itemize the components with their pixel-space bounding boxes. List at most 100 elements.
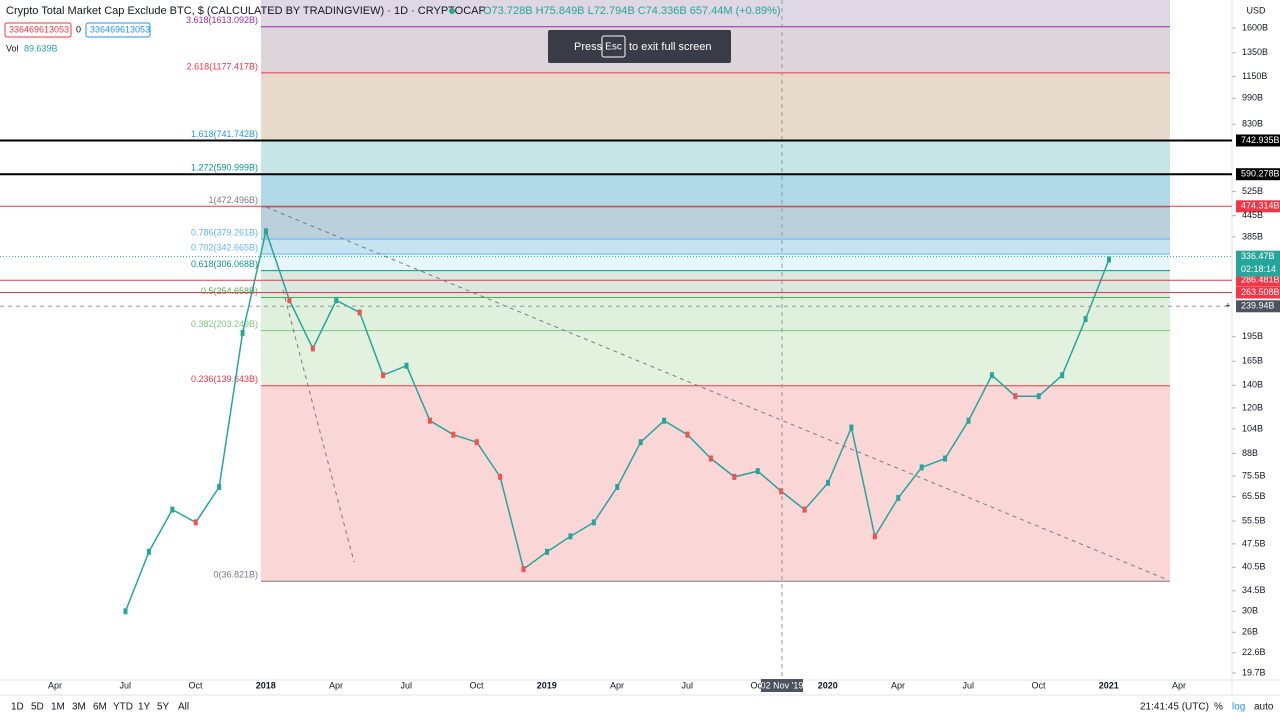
candle — [1083, 316, 1088, 323]
y-tick-label: 19.7B — [1242, 667, 1266, 677]
input-value: 336469613053 — [9, 24, 69, 34]
y-tick-label: 30B — [1242, 606, 1258, 616]
crosshair-plus: + — [1225, 301, 1230, 311]
price-tag-label: 590.278B — [1241, 169, 1280, 179]
ohlc: O73.728B H75.849B L72.794B C74.336B 657.… — [483, 5, 781, 17]
candle — [264, 228, 268, 235]
clock: 21:41:45 (UTC) — [1140, 702, 1209, 713]
fib-zone — [261, 330, 1170, 386]
y-tick-label: 990B — [1242, 93, 1263, 103]
price-tag — [1236, 300, 1280, 313]
fib-label: 3.618(1613.092B) — [186, 15, 258, 25]
x-tick-label: Apr — [891, 680, 905, 690]
fib-zone — [261, 0, 1170, 27]
y-tick-label: 1350B — [1242, 47, 1268, 57]
candle — [872, 533, 877, 540]
x-tick-label: Oct — [1031, 680, 1046, 690]
fib-label: 1.618(741.742B) — [191, 129, 258, 139]
price-tag-label: 336.47B — [1241, 251, 1275, 261]
y-tick-label: 88B — [1242, 448, 1258, 458]
fib-label: 0.236(139.643B) — [191, 374, 258, 384]
candle — [708, 455, 713, 462]
x-tick-label: Jul — [400, 680, 412, 690]
log-toggle[interactable]: log — [1232, 702, 1245, 713]
candle — [521, 566, 526, 573]
countdown: 02:18:14 — [1241, 264, 1276, 274]
y-tick-label: 65.5B — [1242, 491, 1266, 501]
candle — [638, 439, 643, 446]
candle — [193, 519, 198, 526]
x-tick-label: Apr — [1172, 680, 1186, 690]
fib-zone — [261, 174, 1170, 207]
toolbar: 1D 5D 1M 3M 6M YTD 1Y 5Y All 21:41:45 (UTC)% log au… — [11, 702, 1274, 713]
range-button[interactable]: 1M — [51, 702, 65, 713]
fib-zone — [261, 206, 1170, 240]
percent-toggle[interactable]: % — [1214, 702, 1223, 713]
candle — [1060, 372, 1065, 379]
crosshair-date-tag — [761, 679, 803, 692]
candle — [170, 506, 175, 513]
candle — [755, 468, 760, 475]
auto-toggle[interactable]: auto — [1254, 702, 1274, 713]
price-tag — [1236, 168, 1280, 181]
fib-zone — [261, 72, 1170, 141]
y-tick-label: 830B — [1242, 119, 1263, 129]
price-tag — [1236, 134, 1280, 147]
input-sep: 0 — [76, 24, 81, 34]
status-dot — [449, 8, 455, 14]
fib-label: 0.786(379.261B) — [191, 227, 258, 237]
currency: USD — [1246, 5, 1266, 15]
candle — [896, 494, 901, 501]
x-tick-label: Jul — [962, 680, 974, 690]
y-tick-label: 165B — [1242, 356, 1263, 366]
crosshair-date: 02 Nov '19 — [761, 680, 804, 690]
symbol: Crypto Total Market Cap Exclude BTC, $ (… — [6, 5, 486, 17]
y-tick-label: 22.6B — [1242, 647, 1266, 657]
candle — [310, 345, 315, 352]
x-tick-label: 2019 — [537, 680, 557, 690]
key-box — [601, 35, 626, 58]
candle — [966, 417, 971, 424]
y-tick-label: 525B — [1242, 186, 1263, 196]
fib-zone — [261, 297, 1170, 331]
range-button[interactable]: 5Y — [157, 702, 170, 713]
y-tick-label: 385B — [1242, 231, 1263, 241]
y-tick-label: 26B — [1242, 627, 1258, 637]
x-tick-label: Oct — [469, 680, 484, 690]
fib-label: 0.382(203.249B) — [191, 319, 258, 329]
fib-label: 2.618(1177.417B) — [187, 61, 258, 71]
candle — [474, 439, 479, 446]
range-button[interactable]: 1D — [11, 702, 24, 713]
fib-zone — [261, 239, 1170, 255]
x-tick-label: Jul — [681, 680, 693, 690]
x-tick-label: Oct — [188, 680, 203, 690]
range-button[interactable]: 1Y — [138, 702, 151, 713]
range-button[interactable]: 6M — [93, 702, 107, 713]
price-axis — [1232, 0, 1280, 695]
fib-zone — [261, 385, 1170, 582]
candle — [404, 362, 409, 369]
y-tick-label: 75.5B — [1242, 470, 1266, 480]
candle — [545, 548, 549, 555]
candle — [732, 473, 737, 480]
candle — [568, 533, 573, 540]
candle — [146, 548, 151, 555]
y-tick-label: 445B — [1242, 210, 1263, 220]
candle — [685, 431, 690, 438]
x-tick-label: Apr — [329, 680, 343, 690]
range-button[interactable]: 3M — [72, 702, 86, 713]
range-button[interactable]: YTD — [113, 702, 133, 713]
candle — [919, 464, 924, 471]
range-button[interactable]: All — [178, 702, 189, 713]
axis-layer: 742.935B 590.278B 474.314B 286.481B 263.508B… — [0, 22, 1280, 692]
candle — [615, 484, 620, 491]
range-button[interactable]: 5D — [31, 702, 44, 713]
fib-zones — [261, 0, 1170, 582]
input[interactable] — [4, 22, 72, 38]
input[interactable] — [85, 22, 151, 38]
fib-label: 0(36.821B) — [213, 570, 258, 580]
y-tick-label: 104B — [1242, 423, 1263, 433]
candle — [498, 473, 503, 480]
x-tick-label: Apr — [48, 680, 62, 690]
